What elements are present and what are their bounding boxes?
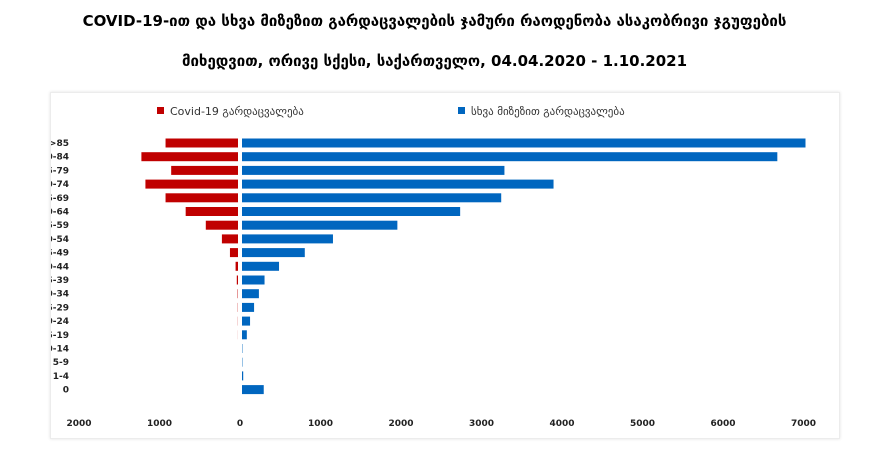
category-label: 1-4 [53,372,69,382]
x-tick-label: 4000 [549,419,574,429]
bar-other [242,289,259,299]
x-tick-label: 0 [237,419,243,429]
category-label: 50-54 [51,235,69,245]
bar-other [242,261,280,271]
category-label: 20-24 [51,317,69,327]
x-tick-label: 3000 [469,419,494,429]
category-label: 10-14 [51,345,69,355]
bar-other [242,138,806,148]
legend-label-covid: Covid-19 გარდაცვალება [170,105,304,118]
bar-covid [145,179,238,189]
bar-other [242,248,305,258]
bar-covid [205,220,238,230]
category-label: 70-74 [51,180,69,190]
legend-swatch-other [458,107,465,114]
chart-plot: Covid-19 გარდაცვალება სხვა მიზეზით გარდაც… [51,105,816,429]
category-label: 55-59 [51,221,69,231]
bar-covid [236,275,238,285]
x-tick-label: 1000 [147,419,172,429]
category-label: 60-64 [51,208,69,218]
bar-covid [165,193,238,203]
bar-other [242,207,461,216]
category-label: 40-44 [51,262,69,272]
legend-label-other: სხვა მიზეზით გარდაცვალება [471,105,625,118]
x-tick-label: 6000 [710,419,735,429]
bar-other [242,371,244,381]
category-label: 0 [63,386,69,396]
bar-other [242,152,778,162]
x-tick-label: 2000 [388,419,413,429]
bar-other [242,302,255,312]
chart-frame: Covid-19 გარდაცვალება სხვა მიზეზით გარდაც… [50,92,840,439]
legend-swatch-covid [157,107,164,114]
bar-other [242,220,398,230]
bar-other [242,385,264,395]
category-label: >85 [51,139,69,149]
category-label: 65-69 [51,194,69,204]
bar-covid [235,261,238,271]
bar-covid [185,207,238,216]
chart-title-line-1: COVID-19-ით და სხვა მიზეზით გარდაცვალები… [82,12,787,30]
bar-covid [221,234,238,244]
category-label: 25-29 [51,303,69,313]
category-label: 80-84 [51,153,69,163]
x-tick-label: 5000 [630,419,655,429]
category-label: 75-79 [51,166,69,176]
category-label: 15-19 [51,331,69,341]
x-tick-label: 2000 [66,419,91,429]
x-tick-label: 1000 [308,419,333,429]
bar-covid [229,248,238,258]
bar-covid [171,165,238,175]
bar-other [242,179,554,189]
bar-other [242,193,502,203]
bar-other [242,275,265,285]
category-label: 30-34 [51,290,69,300]
category-label: 35-39 [51,276,69,286]
category-label: 45-49 [51,249,69,259]
bar-covid [165,138,238,148]
bar-other [242,316,251,326]
bar-other [242,330,247,340]
bar-other [242,165,505,175]
bar-covid [141,152,238,162]
x-tick-label: 7000 [791,419,816,429]
category-label: 5-9 [53,358,69,368]
chart-title-line-2: მიხედვით, ორივე სქესი, საქართველო, 04.04… [181,52,688,70]
bar-other [242,234,333,244]
